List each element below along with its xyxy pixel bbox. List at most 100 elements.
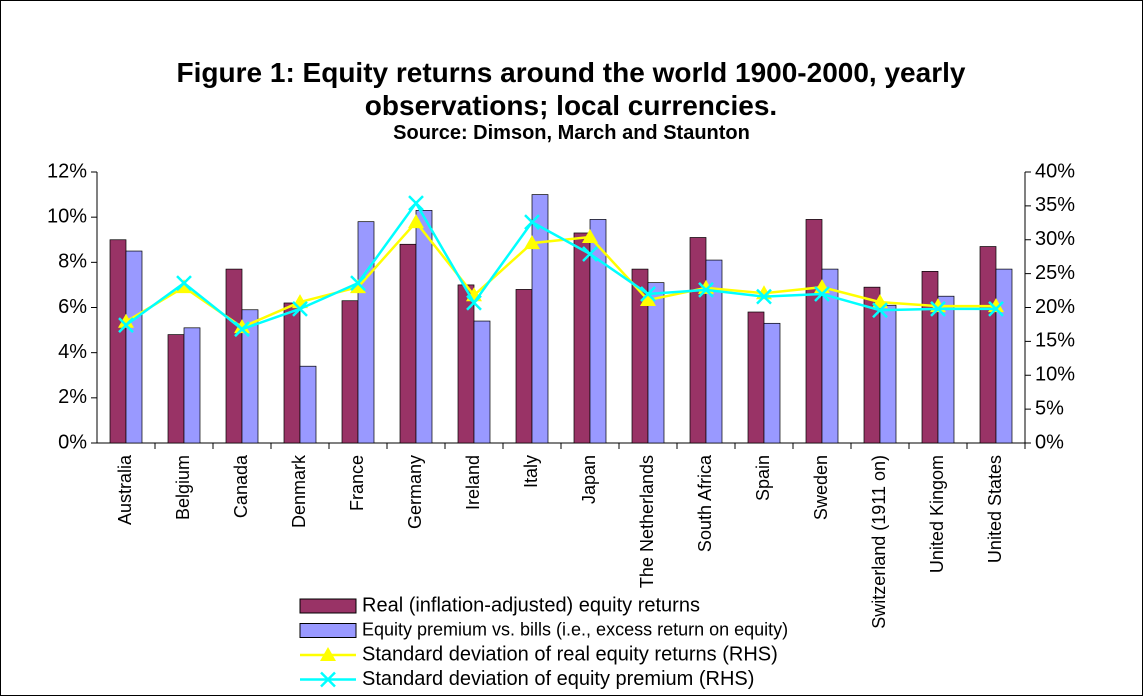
legend-label: Standard deviation of equity premium (RH… [362, 668, 754, 690]
bar [357, 221, 375, 444]
marker [698, 282, 714, 298]
chart-subtitle: Source: Dimson, March and Staunton [393, 122, 750, 144]
marker [234, 319, 250, 334]
marker [582, 229, 598, 244]
bar [705, 259, 723, 444]
y-tick-label: 2% [58, 386, 87, 408]
bar [689, 237, 707, 444]
marker [176, 279, 192, 294]
marker [350, 275, 366, 291]
legend-swatch [299, 623, 357, 638]
marker [640, 286, 656, 302]
y-tick-label: 8% [58, 251, 87, 273]
bar [299, 365, 317, 444]
marker [118, 317, 134, 333]
x-tick-label: Sweden [811, 455, 831, 520]
marker [234, 321, 250, 338]
x-tick-label: South Africa [695, 454, 715, 552]
marker [524, 214, 540, 231]
marker [988, 300, 1004, 317]
marker [320, 647, 336, 661]
bar [763, 322, 781, 444]
marker [524, 235, 540, 250]
x-tick-label: Germany [405, 455, 425, 529]
marker [408, 195, 424, 212]
bar [399, 243, 417, 444]
legend-label: Standard deviation of real equity return… [362, 643, 778, 665]
y2-tick-label: 15% [1035, 330, 1075, 352]
bar [109, 239, 127, 444]
line [125, 220, 996, 329]
x-tick-label: Belgium [173, 455, 193, 520]
marker [640, 292, 656, 307]
x-tick-label: Denmark [289, 454, 309, 528]
y2-tick-label: 0% [1035, 431, 1064, 453]
bar [805, 219, 823, 444]
x-tick-label: United States [985, 455, 1005, 563]
bar [921, 271, 939, 444]
y2-tick-label: 35% [1035, 194, 1075, 216]
bar [515, 289, 533, 444]
marker [176, 275, 192, 291]
marker [814, 286, 830, 302]
y-tick-label: 0% [58, 431, 87, 453]
x-tick-label: Australia [115, 454, 135, 525]
bar [241, 309, 259, 444]
bar [573, 232, 591, 444]
bar [341, 300, 359, 444]
bar [225, 268, 243, 444]
bar [647, 282, 665, 444]
marker [292, 300, 308, 317]
marker [466, 294, 482, 311]
bar [995, 268, 1013, 444]
bar [183, 327, 201, 444]
y-tick-label: 4% [58, 341, 87, 363]
marker [350, 279, 366, 294]
x-tick-label: United Kingom [927, 455, 947, 573]
bar [167, 334, 185, 444]
y2-tick-label: 30% [1035, 228, 1075, 250]
y-tick-label: 6% [58, 296, 87, 318]
marker [582, 246, 598, 262]
bar [747, 311, 765, 444]
y2-tick-label: 40% [1035, 160, 1075, 182]
chart-title: Figure 1: Equity returns around the worl… [176, 57, 966, 121]
bar [979, 246, 997, 444]
bar [531, 194, 549, 444]
y2-tick-label: 25% [1035, 262, 1075, 284]
marker [320, 671, 336, 688]
marker [756, 288, 772, 305]
x-tick-label: Ireland [463, 455, 483, 510]
legend-label: Real (inflation-adjusted) equity returns [362, 594, 700, 616]
y2-tick-label: 5% [1035, 397, 1064, 419]
line [125, 200, 996, 331]
bar [821, 268, 839, 444]
marker [118, 313, 134, 328]
bar [415, 210, 433, 444]
x-tick-label: Switzerland (1911 on) [869, 455, 889, 629]
legend-swatch [299, 598, 357, 614]
y-tick-label: 12% [47, 160, 87, 182]
marker [930, 300, 946, 317]
y2-tick-label: 10% [1035, 364, 1075, 386]
x-tick-label: Italy [521, 455, 541, 488]
legend-label: Equity premium vs. bills (i.e., excess r… [362, 619, 788, 639]
x-tick-label: France [347, 455, 367, 511]
x-tick-label: Japan [579, 455, 599, 504]
x-tick-label: The Netherlands [637, 455, 657, 588]
y2-tick-label: 20% [1035, 296, 1075, 318]
bar [589, 219, 607, 444]
y-tick-label: 10% [47, 205, 87, 227]
bar [283, 302, 301, 444]
x-tick-label: Canada [231, 454, 251, 518]
bar [473, 320, 491, 444]
marker [408, 214, 424, 229]
bar [457, 284, 475, 444]
marker [872, 302, 888, 319]
bar [879, 304, 897, 444]
bar [125, 250, 143, 444]
bar [937, 295, 955, 444]
x-tick-label: Spain [753, 455, 773, 501]
